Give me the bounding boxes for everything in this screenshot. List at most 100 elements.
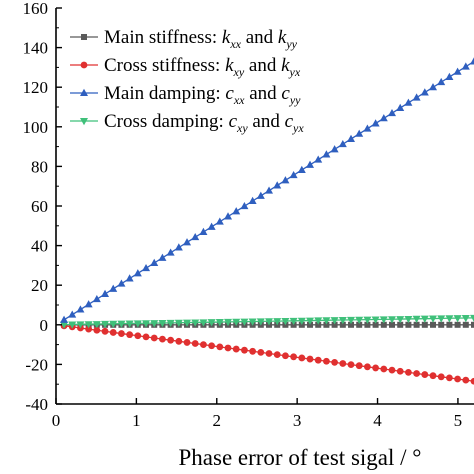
data-point (420, 315, 429, 323)
data-point (60, 315, 69, 323)
data-point (355, 362, 363, 370)
data-point (215, 217, 224, 225)
data-point (125, 274, 134, 282)
y-tick-label: 140 (23, 39, 49, 58)
y-tick-label: 160 (23, 0, 49, 18)
data-point (388, 108, 397, 117)
data-point (248, 196, 257, 204)
data-point (404, 315, 413, 324)
legend-label: Cross damping: cxy and cyx (104, 111, 304, 135)
data-point (453, 67, 462, 75)
data-point (92, 321, 101, 329)
data-point (372, 321, 379, 328)
data-point (126, 331, 134, 339)
data-point (240, 201, 249, 210)
legend-label: Main damping: cxx and cyy (104, 83, 301, 107)
series-3 (60, 57, 474, 323)
data-point (183, 339, 191, 346)
data-point (191, 319, 200, 327)
data-point (339, 321, 346, 328)
data-point (282, 352, 289, 360)
data-point (454, 375, 462, 383)
data-point (273, 181, 282, 189)
data-point (117, 320, 126, 328)
data-point (323, 321, 330, 328)
data-point (315, 321, 322, 328)
data-point (412, 93, 421, 101)
data-point (355, 129, 364, 137)
data-point (191, 340, 199, 347)
data-point (257, 349, 265, 356)
series-4 (60, 314, 474, 329)
data-point (314, 317, 323, 325)
data-point (298, 354, 306, 362)
data-point (388, 366, 396, 374)
data-point (232, 207, 241, 215)
data-point (224, 344, 232, 352)
data-point (397, 321, 404, 328)
x-axis-title: Phase error of test sigal / ° (179, 445, 422, 470)
data-point (461, 315, 470, 323)
data-point (363, 316, 372, 324)
data-point (372, 364, 380, 372)
data-point (322, 317, 331, 325)
data-point (200, 341, 207, 349)
data-point (454, 321, 461, 328)
x-tick-label: 5 (454, 411, 463, 430)
data-point (379, 316, 388, 324)
data-point (224, 212, 233, 220)
data-point (109, 320, 118, 328)
y-tick-label: 80 (31, 157, 48, 176)
data-point (241, 346, 248, 354)
legend-marker (81, 34, 87, 40)
series-2 (60, 322, 474, 385)
data-point (142, 263, 151, 272)
data-point (314, 356, 322, 364)
data-point (445, 72, 454, 80)
data-point (208, 342, 216, 350)
data-point (453, 315, 462, 323)
data-point (339, 360, 347, 367)
data-point (142, 320, 151, 328)
data-point (371, 316, 380, 324)
data-point (248, 318, 257, 326)
y-tick-label: -20 (25, 355, 48, 374)
data-point (175, 337, 183, 345)
data-point (413, 321, 420, 328)
data-point (191, 232, 200, 241)
data-point (371, 119, 380, 127)
data-point (446, 321, 453, 328)
data-point (101, 320, 110, 329)
data-point (68, 321, 77, 329)
data-point (92, 294, 101, 303)
data-point (306, 317, 315, 325)
data-point (347, 316, 356, 325)
data-point (413, 370, 421, 377)
data-point (405, 368, 412, 376)
data-point (338, 139, 347, 148)
data-point (380, 365, 388, 373)
legend-item: Main stiffness: kxx and kyy (70, 27, 298, 51)
data-point (429, 372, 437, 380)
data-point (347, 361, 355, 368)
data-point (142, 333, 150, 341)
y-tick-label: 100 (23, 118, 49, 137)
x-tick-label: 0 (52, 411, 61, 430)
x-tick-label: 2 (213, 411, 222, 430)
data-point (256, 318, 265, 326)
data-point (445, 315, 454, 323)
data-point (84, 300, 93, 308)
data-point (348, 321, 355, 328)
data-point (281, 317, 290, 326)
data-point (330, 145, 339, 153)
data-point (215, 319, 224, 327)
data-point (150, 320, 159, 328)
data-point (470, 57, 474, 65)
data-point (281, 176, 290, 184)
legend-item: Main damping: cxx and cyy (70, 83, 301, 107)
data-point (232, 345, 240, 353)
data-point (437, 77, 446, 86)
data-point (331, 321, 338, 328)
data-point (396, 103, 405, 111)
